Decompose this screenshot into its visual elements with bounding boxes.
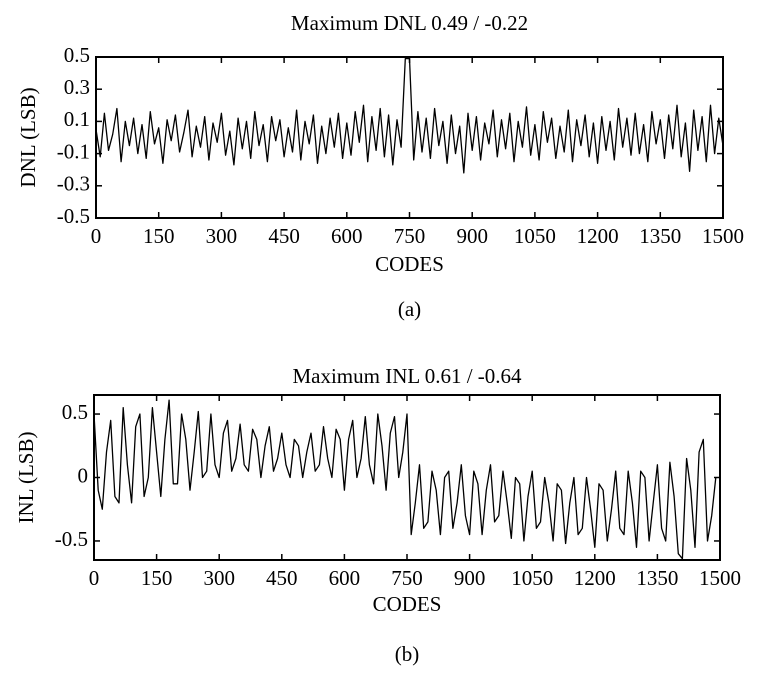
y-axis-label: INL (LSB) — [14, 432, 38, 524]
x-tick-label: 600 — [331, 224, 363, 248]
y-tick-label: 0.1 — [64, 107, 90, 131]
x-tick-label: 0 — [91, 224, 102, 248]
x-tick-label: 1050 — [511, 566, 553, 590]
data-line — [93, 399, 717, 560]
x-tick-label: 1200 — [574, 566, 616, 590]
x-tick-label: 1050 — [514, 224, 556, 248]
x-tick-label: 450 — [266, 566, 298, 590]
plot-frame — [93, 394, 721, 561]
x-tick-label: 150 — [143, 224, 175, 248]
x-axis-label: CODES — [375, 252, 444, 276]
chart-title: Maximum INL 0.61 / -0.64 — [292, 364, 522, 388]
x-tick-label: 750 — [394, 224, 426, 248]
x-tick-label: 450 — [268, 224, 300, 248]
y-tick-label: -0.3 — [57, 172, 90, 196]
x-tick-label: 1200 — [577, 224, 619, 248]
x-tick-label: 900 — [454, 566, 486, 590]
caption: (b) — [395, 642, 420, 666]
data-line — [95, 57, 724, 174]
x-tick-label: 900 — [456, 224, 488, 248]
x-tick-label: 1350 — [639, 224, 681, 248]
y-tick-label: -0.1 — [57, 139, 90, 163]
x-tick-label: 0 — [89, 566, 100, 590]
y-tick-label: 0.5 — [64, 43, 90, 67]
x-tick-label: 150 — [141, 566, 173, 590]
x-tick-label: 1500 — [702, 224, 744, 248]
y-tick-label: 0.3 — [64, 75, 90, 99]
x-tick-label: 1500 — [699, 566, 741, 590]
x-tick-label: 300 — [203, 566, 235, 590]
x-tick-label: 750 — [391, 566, 423, 590]
chart-title: Maximum DNL 0.49 / -0.22 — [291, 11, 528, 35]
x-tick-label: 1350 — [636, 566, 678, 590]
plot-frame — [95, 56, 724, 219]
caption: (a) — [398, 297, 421, 321]
y-tick-label: 0.5 — [62, 400, 88, 424]
x-axis-label: CODES — [373, 592, 442, 616]
y-tick-label: -0.5 — [55, 527, 88, 551]
y-tick-label: -0.5 — [57, 204, 90, 228]
y-tick-label: 0 — [78, 463, 89, 487]
x-tick-label: 300 — [206, 224, 238, 248]
x-tick-label: 600 — [329, 566, 361, 590]
y-axis-label: DNL (LSB) — [16, 87, 40, 187]
